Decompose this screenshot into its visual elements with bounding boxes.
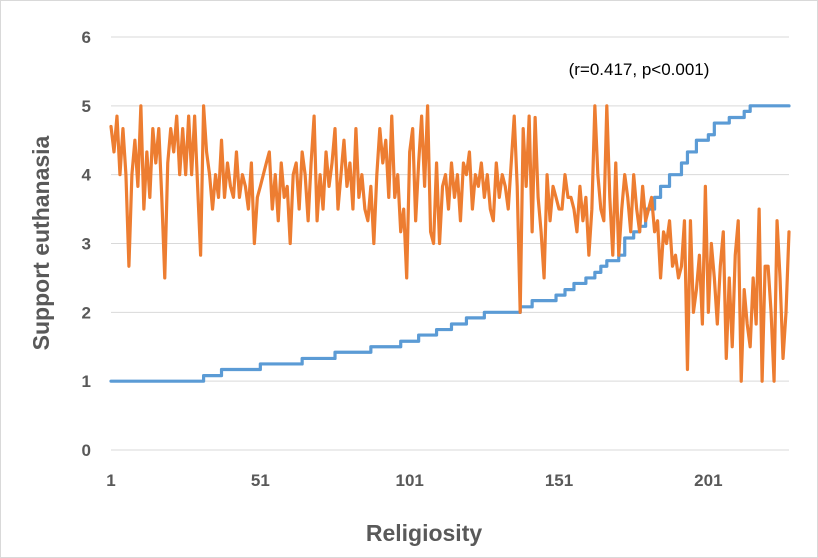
correlation-annotation: (r=0.417, p<0.001) xyxy=(569,60,710,79)
y-tick-label: 2 xyxy=(82,303,91,322)
y-tick-label: 4 xyxy=(82,166,92,185)
religiosity-line xyxy=(109,104,791,383)
y-tick-labels: 0 1 2 3 4 5 6 xyxy=(82,28,92,460)
grid-lines xyxy=(111,36,789,451)
y-tick-label: 6 xyxy=(82,28,91,47)
y-axis-title: Support euthanasia xyxy=(28,135,54,350)
series-lines xyxy=(109,104,791,383)
y-tick-label: 3 xyxy=(82,235,91,254)
y-tick-label: 5 xyxy=(82,97,91,116)
y-tick-label: 1 xyxy=(82,372,91,391)
x-axis-title: Religiosity xyxy=(366,520,483,546)
x-tick-label: 101 xyxy=(395,471,423,490)
x-tick-label: 201 xyxy=(694,471,722,490)
x-tick-label: 1 xyxy=(106,471,115,490)
x-tick-labels: 1 51 101 151 201 xyxy=(106,471,722,490)
support-line xyxy=(109,104,791,383)
x-tick-label: 151 xyxy=(545,471,573,490)
y-tick-label: 0 xyxy=(82,441,91,460)
x-tick-label: 51 xyxy=(251,471,270,490)
